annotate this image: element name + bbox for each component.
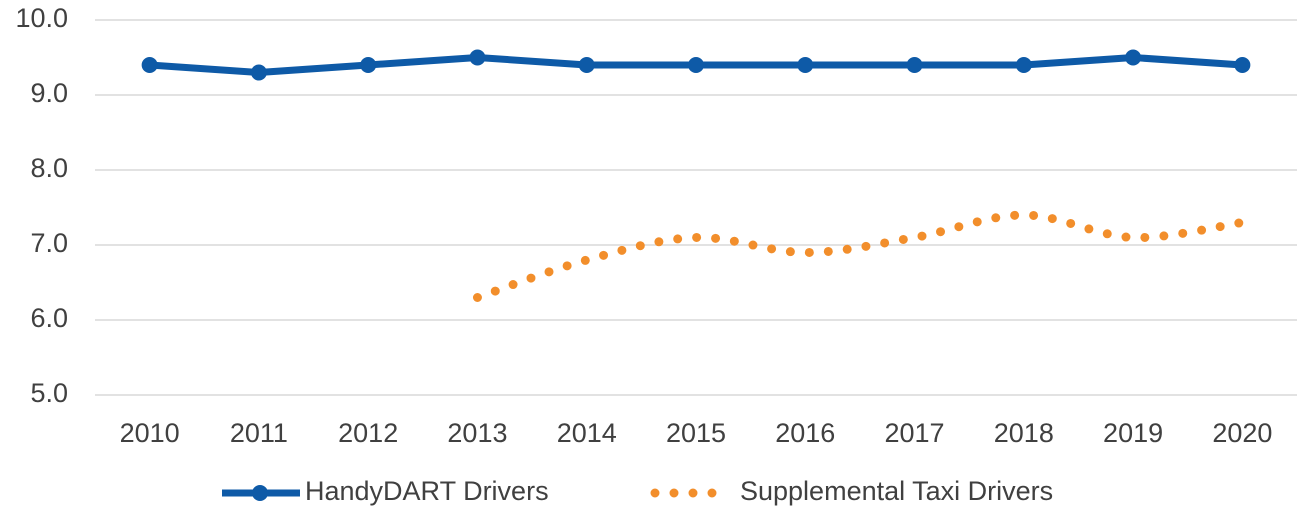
line-marker xyxy=(688,57,704,73)
line-marker xyxy=(250,64,267,81)
x-tick-label: 2014 xyxy=(557,418,617,448)
x-tick-label: 2016 xyxy=(775,418,835,448)
y-tick-label: 8.0 xyxy=(30,153,68,183)
y-tick-label: 6.0 xyxy=(30,303,68,333)
x-tick-label: 2017 xyxy=(885,418,945,448)
x-tick-label: 2018 xyxy=(994,418,1054,448)
legend-marker xyxy=(252,485,268,501)
x-tick-label: 2013 xyxy=(447,418,507,448)
line-marker xyxy=(469,49,486,66)
x-tick-label: 2019 xyxy=(1103,418,1163,448)
y-tick-label: 5.0 xyxy=(30,378,68,408)
y-tick-label: 10.0 xyxy=(15,3,68,33)
line-marker xyxy=(906,57,923,73)
line-marker xyxy=(797,57,814,73)
x-tick-label: 2020 xyxy=(1212,418,1272,448)
line-marker xyxy=(1234,57,1251,73)
line-marker xyxy=(1125,49,1142,66)
legend-label: Supplemental Taxi Drivers xyxy=(740,476,1053,506)
y-tick-label: 9.0 xyxy=(30,78,68,108)
line-marker xyxy=(578,57,595,73)
line-marker xyxy=(360,57,377,73)
series-line xyxy=(472,210,1247,302)
x-tick-label: 2010 xyxy=(120,418,180,448)
line-marker xyxy=(141,57,158,73)
x-tick-label: 2012 xyxy=(338,418,398,448)
x-tick-label: 2011 xyxy=(230,418,288,448)
legend-label: HandyDART Drivers xyxy=(305,476,549,506)
x-tick-label: 2015 xyxy=(666,418,726,448)
y-tick-label: 7.0 xyxy=(30,228,68,258)
line-marker xyxy=(1015,57,1032,73)
